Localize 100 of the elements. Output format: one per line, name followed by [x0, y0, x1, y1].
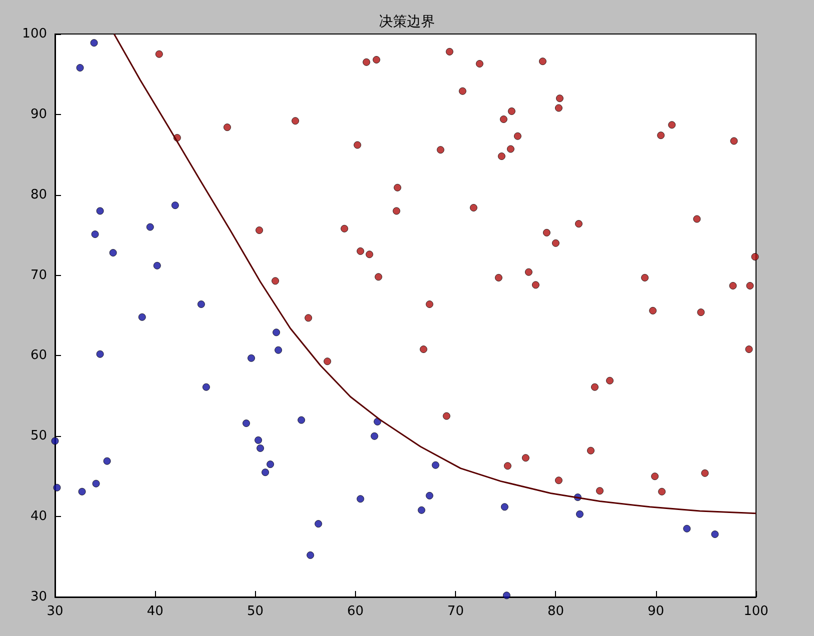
point [78, 488, 86, 496]
point [356, 495, 364, 503]
point [432, 461, 440, 469]
point [340, 224, 348, 232]
point [522, 454, 530, 462]
point [606, 376, 614, 384]
point [701, 469, 709, 477]
y-tick-label: 60 [30, 348, 47, 364]
point [426, 492, 434, 500]
point [248, 354, 256, 362]
point [90, 39, 98, 47]
point [274, 346, 282, 354]
point [76, 64, 84, 72]
point [729, 282, 737, 290]
point [508, 107, 516, 115]
point [138, 313, 146, 321]
y-tick-label: 50 [30, 428, 47, 444]
point [374, 273, 382, 281]
point [256, 444, 264, 452]
point [442, 412, 450, 420]
point [494, 274, 502, 282]
point [392, 207, 400, 215]
point [514, 132, 522, 140]
point [202, 383, 210, 391]
x-tick-label: 100 [744, 604, 768, 619]
point [542, 228, 550, 236]
point [370, 432, 378, 440]
x-tick-label: 50 [247, 604, 264, 619]
point [693, 215, 701, 223]
point [554, 104, 562, 112]
y-tick-label: 30 [30, 590, 47, 604]
point [153, 262, 161, 270]
point [746, 282, 754, 290]
point [552, 239, 560, 247]
point [538, 58, 546, 66]
point [596, 487, 604, 495]
point [91, 230, 99, 238]
point [171, 202, 179, 210]
point [109, 249, 117, 257]
point [314, 520, 322, 528]
point [476, 60, 484, 68]
point [272, 328, 280, 336]
point [96, 207, 104, 215]
point [470, 204, 478, 212]
point [306, 551, 314, 559]
point [556, 94, 564, 102]
point [372, 56, 380, 64]
chart-title: 决策边界 [379, 14, 435, 30]
point [591, 383, 599, 391]
point [146, 223, 154, 231]
point [436, 146, 444, 154]
point [242, 420, 250, 428]
point [502, 592, 510, 600]
x-tick-label: 90 [648, 604, 664, 619]
point [651, 472, 659, 480]
point [324, 358, 332, 366]
point [751, 253, 759, 261]
point [394, 184, 402, 192]
point [197, 300, 205, 308]
point [53, 484, 61, 492]
point [155, 50, 163, 58]
point [498, 152, 506, 160]
point [587, 446, 595, 454]
x-tick-label: 60 [347, 604, 364, 619]
point [426, 300, 434, 308]
point [362, 58, 370, 66]
point [458, 87, 466, 95]
point [51, 437, 59, 445]
point [524, 268, 532, 276]
point [668, 121, 676, 129]
point [298, 416, 306, 424]
line-series [113, 33, 757, 514]
point [356, 247, 364, 255]
point [256, 226, 264, 234]
point [420, 346, 428, 354]
point [446, 48, 454, 56]
point [92, 480, 100, 488]
x-tick-label: 70 [447, 604, 464, 619]
point [366, 250, 374, 258]
y-tick-label: 70 [30, 268, 47, 283]
point [272, 277, 280, 285]
y-tick-label: 100 [22, 26, 47, 42]
point [266, 460, 274, 468]
point [292, 117, 300, 125]
point [649, 306, 657, 314]
point [658, 488, 666, 496]
point [354, 141, 362, 149]
point [96, 350, 104, 358]
x-tick-label: 40 [146, 604, 164, 619]
x-tick-label: 80 [547, 604, 564, 619]
point [418, 506, 426, 514]
x-tick-label: 30 [46, 604, 64, 619]
point [730, 137, 738, 145]
point [641, 274, 649, 282]
y-tick-label: 80 [30, 187, 47, 202]
point [711, 530, 719, 538]
point [697, 308, 705, 316]
point [254, 436, 262, 444]
point [506, 145, 514, 153]
point [103, 457, 111, 465]
